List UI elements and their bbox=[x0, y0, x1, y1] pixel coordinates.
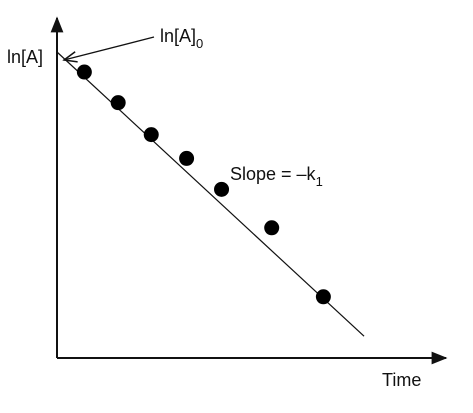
data-point-5 bbox=[214, 181, 230, 197]
intercept-annotation: ln[A]0 bbox=[160, 26, 203, 51]
data-points bbox=[76, 64, 331, 305]
data-point-3 bbox=[143, 127, 159, 143]
data-point-7 bbox=[315, 289, 331, 305]
best-fit-line bbox=[56, 51, 365, 337]
data-point-6 bbox=[264, 220, 280, 236]
intercept-arrow bbox=[64, 36, 155, 60]
x-axis-label: Time bbox=[382, 370, 421, 390]
intercept-annotation-main: ln[A] bbox=[160, 26, 196, 46]
slope-annotation-main: Slope = –k bbox=[230, 164, 317, 184]
y-axis-label: ln[A] bbox=[7, 47, 43, 67]
slope-annotation-sub: 1 bbox=[316, 174, 323, 189]
slope-annotation: Slope = –k1 bbox=[230, 164, 323, 189]
data-point-1 bbox=[76, 64, 92, 80]
data-point-4 bbox=[179, 150, 195, 166]
data-point-2 bbox=[110, 95, 126, 111]
intercept-annotation-sub: 0 bbox=[196, 36, 203, 51]
